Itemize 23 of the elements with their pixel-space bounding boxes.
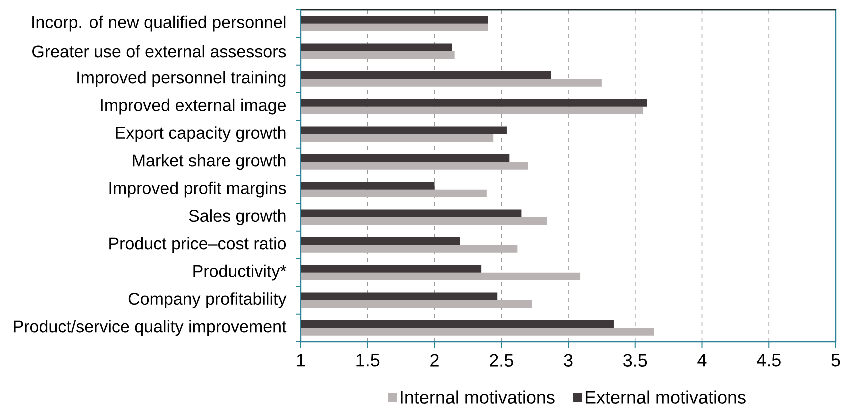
x-tick-label: 2.5 [490,354,514,367]
y-tick-label: Product price–cost ratio [110,237,286,254]
x-tick-label: 1.5 [356,354,380,367]
y-tick-label: Export capacity growth [116,126,286,142]
y-tick-label: Incorp. of new qualified personnel [32,16,286,32]
y-tick-label: Improved profit margins [110,182,286,198]
x-tick-label: 3.5 [624,354,648,367]
y-tick-label: Improved external image [101,98,286,115]
y-tick-label: Sales growth [189,210,286,226]
legend-label: External motivations [586,390,746,404]
y-tick-label: Productivity* [194,264,287,281]
x-tick-label: 4 [698,354,707,367]
x-tick-label: 5 [832,354,840,367]
y-tick-label: Market share growth [133,154,286,170]
x-tick-label: 4.5 [757,354,781,367]
x-tick-label: 3 [564,354,573,367]
y-tick-label: Improved personnel training [78,71,286,88]
x-tick-label: 1 [297,354,306,367]
y-tick-label: Greater use of external assessors [32,45,286,58]
x-tick-label: 2 [430,354,439,367]
y-tick-label: Product/service quality improvement [14,320,287,336]
legend-label: Internal motivations [401,390,555,404]
y-tick-label: Company profitability [128,292,287,308]
